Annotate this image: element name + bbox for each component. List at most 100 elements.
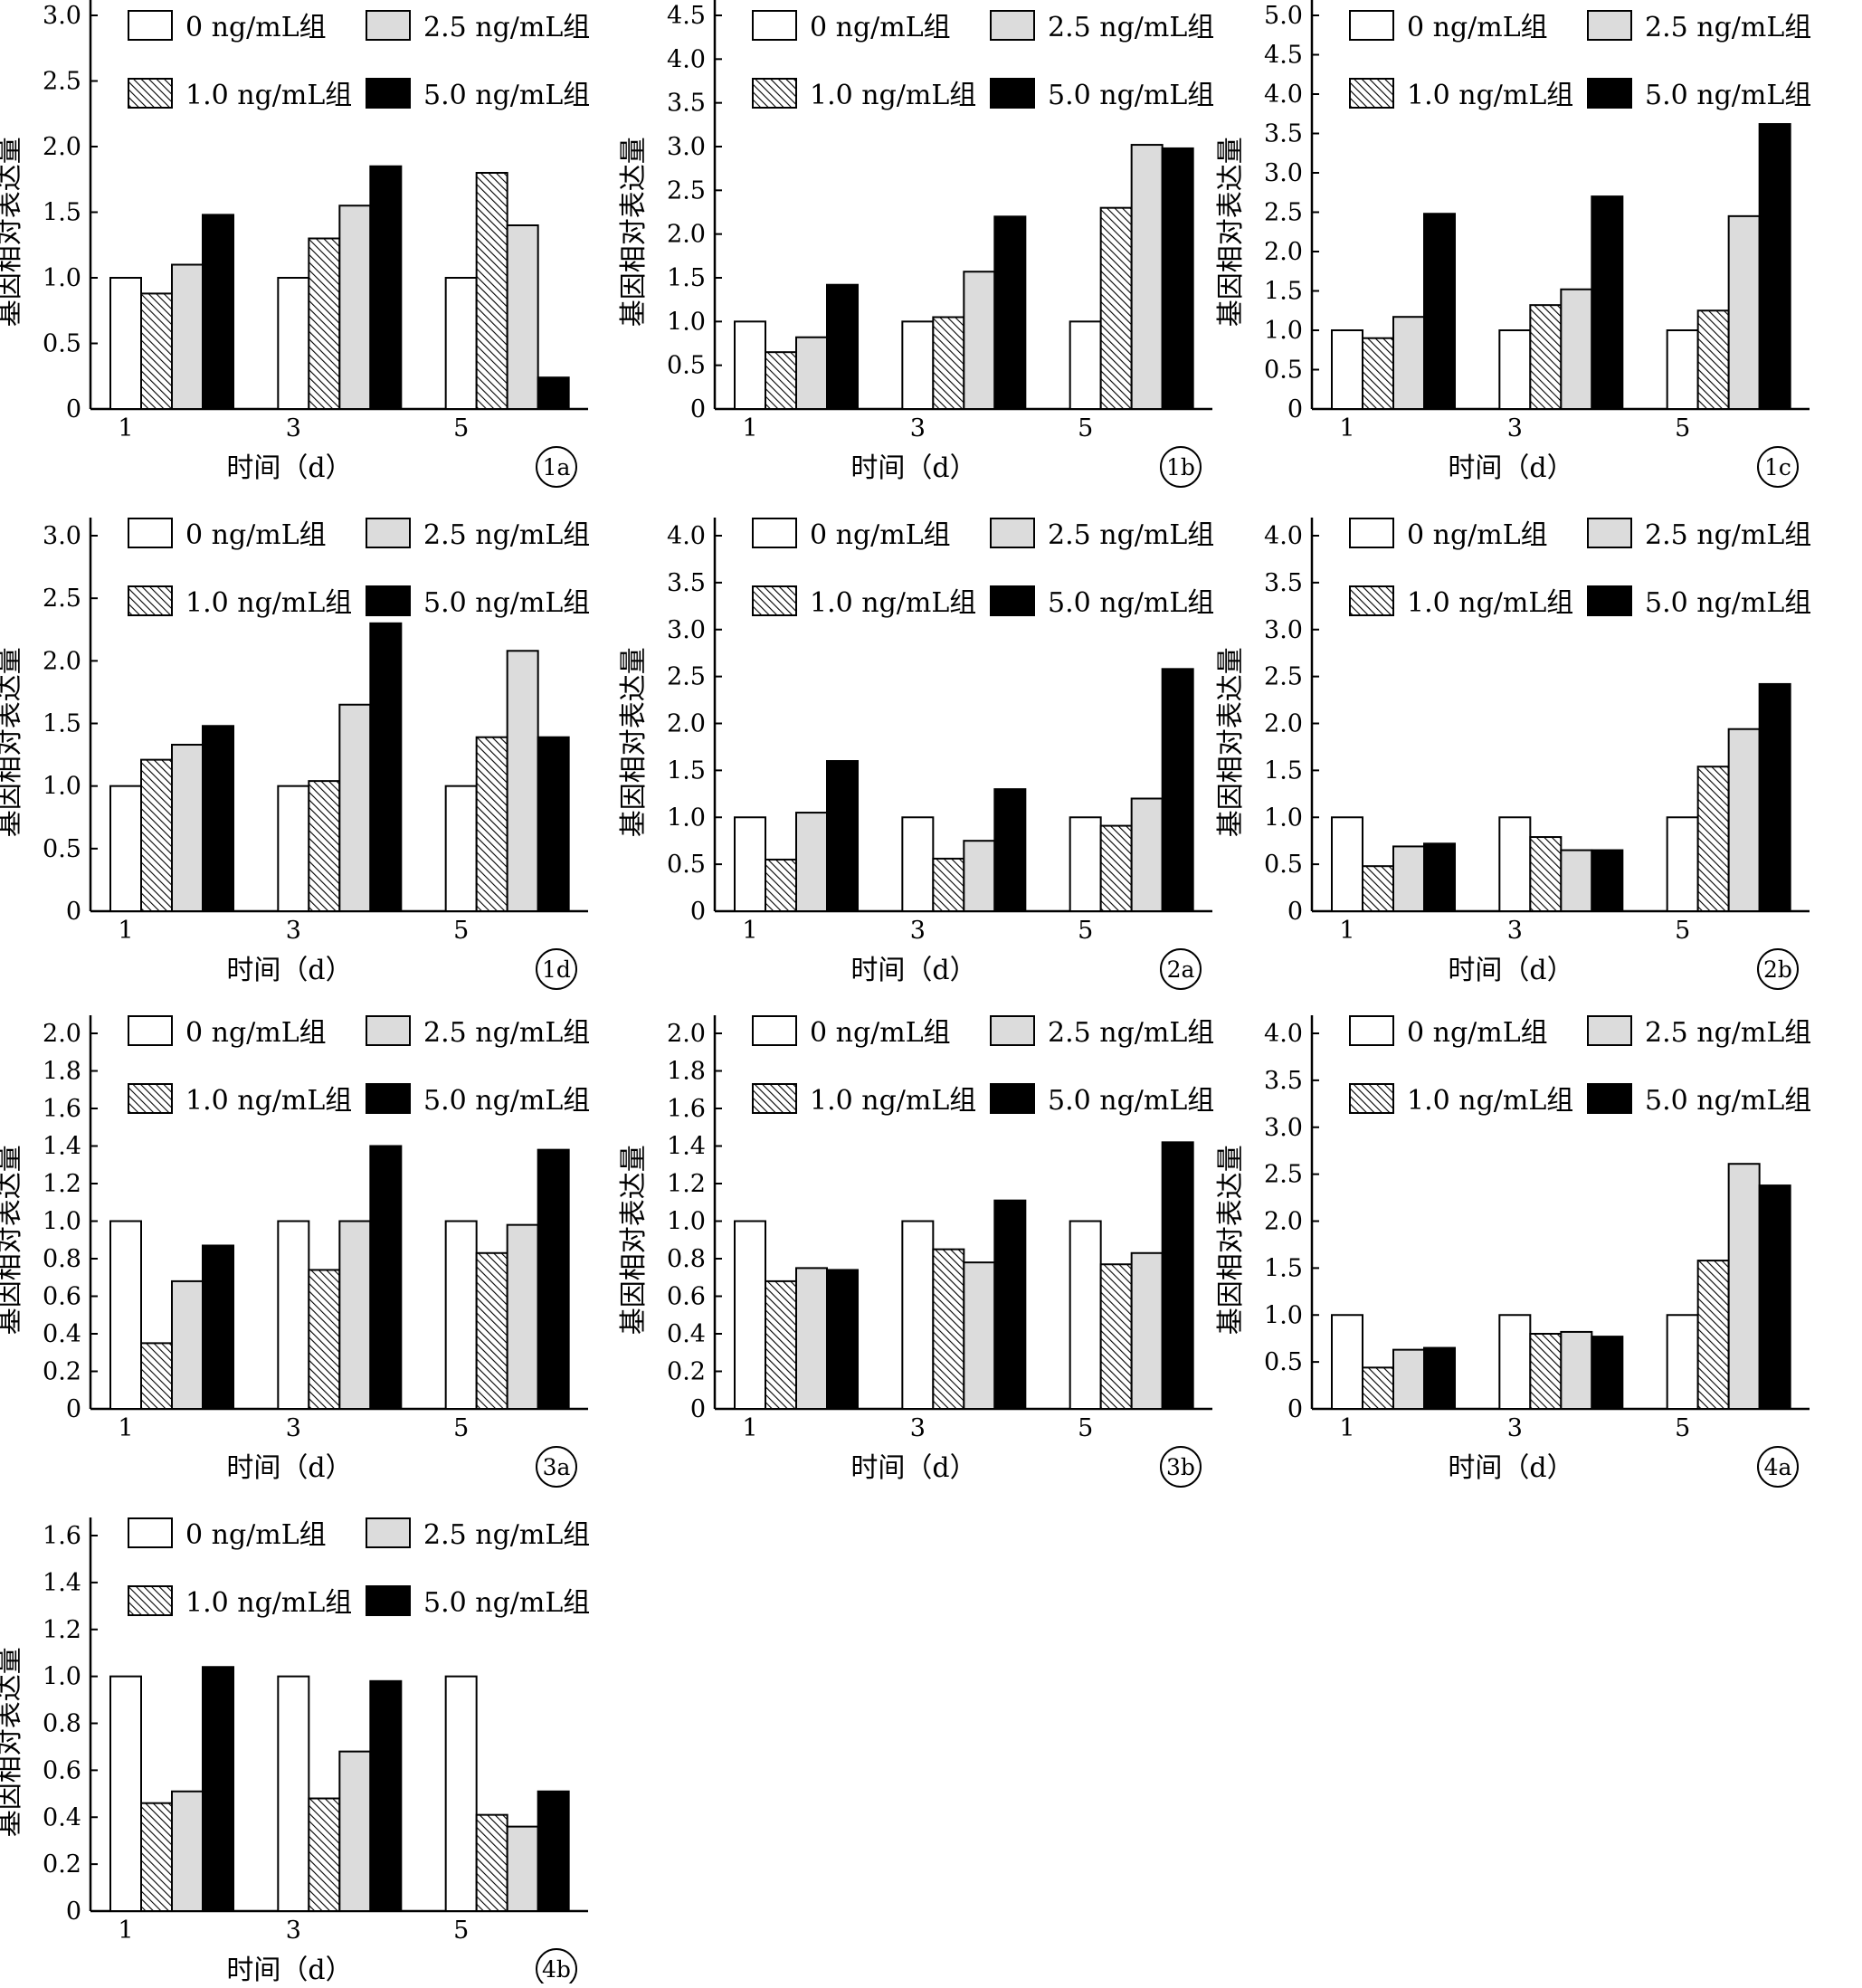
legend-swatch <box>1587 10 1632 41</box>
y-tick-label: 2.0 <box>1264 710 1303 738</box>
legend-label: 5.0 ng/mL组 <box>1645 587 1811 619</box>
legend-label: 0 ng/mL组 <box>1407 519 1548 551</box>
panel-tag-circle <box>1757 1446 1799 1488</box>
bar <box>826 1269 859 1410</box>
x-tick-label: 1 <box>118 1414 133 1442</box>
x-tick-label: 5 <box>1675 917 1690 945</box>
y-tick-label: 1.5 <box>667 264 706 292</box>
y-tick-label: 0.5 <box>1264 1348 1303 1376</box>
bar <box>1498 329 1532 410</box>
legend-label: 2.5 ng/mL组 <box>423 12 590 43</box>
bar <box>1560 1330 1593 1411</box>
legend-label: 0 ng/mL组 <box>810 1017 951 1049</box>
y-tick-label: 3.0 <box>1264 159 1303 187</box>
x-tick-label: 3 <box>286 1414 301 1442</box>
y-tick-label: 0.8 <box>43 1710 81 1738</box>
x-axis-label: 时间（d） <box>226 955 352 986</box>
bar <box>1423 842 1456 912</box>
bar <box>1331 1314 1363 1410</box>
legend-label: 0 ng/mL组 <box>810 519 951 551</box>
bar <box>1498 816 1532 912</box>
x-tick-label: 1 <box>118 917 133 945</box>
panel-tag-circle <box>1757 948 1799 990</box>
y-tick-label: 1.5 <box>1264 756 1303 785</box>
bar <box>1423 1346 1456 1410</box>
y-tick-label: 1.0 <box>1264 317 1303 345</box>
bar <box>506 1223 539 1411</box>
legend-label: 0 ng/mL组 <box>1407 1017 1548 1049</box>
y-tick-label: 3.5 <box>1264 120 1303 148</box>
y-tick-label: 0 <box>66 395 81 423</box>
bar <box>1130 1251 1164 1411</box>
bar <box>1423 213 1456 410</box>
y-tick-label: 2.0 <box>667 710 706 738</box>
y-tick-label: 0.2 <box>43 1358 81 1386</box>
y-tick-label: 4.5 <box>667 2 706 30</box>
bar <box>1591 849 1624 912</box>
y-tick-label: 2.0 <box>43 1020 81 1048</box>
legend-swatch <box>752 1083 797 1114</box>
bar <box>277 1220 310 1410</box>
y-axis-label: 基因相对表达量 <box>1215 647 1247 837</box>
x-tick-label: 5 <box>1078 1414 1093 1442</box>
bar <box>506 650 539 912</box>
y-tick-label: 4.5 <box>1264 42 1303 70</box>
x-axis-label: 时间（d） <box>1448 1452 1573 1484</box>
legend-label: 2.5 ng/mL组 <box>1645 519 1811 551</box>
legend-swatch <box>366 518 411 548</box>
x-tick-label: 3 <box>286 917 301 945</box>
y-axis-label: 基因相对表达量 <box>618 1145 650 1335</box>
x-tick-label: 3 <box>286 1917 301 1945</box>
y-tick-label: 0.2 <box>43 1850 81 1879</box>
y-tick-label: 4.0 <box>667 45 706 73</box>
bar <box>475 1251 508 1411</box>
y-tick-label: 2.5 <box>1264 199 1303 227</box>
bar <box>171 744 204 912</box>
bar <box>475 1813 508 1912</box>
bar <box>1529 836 1563 912</box>
legend-swatch <box>752 10 797 41</box>
x-tick-label: 1 <box>118 1917 133 1945</box>
x-tick-label: 5 <box>1675 414 1690 442</box>
bar <box>1331 816 1363 912</box>
legend-label: 0 ng/mL组 <box>185 12 327 43</box>
bar <box>963 271 996 410</box>
y-axis-label: 基因相对表达量 <box>618 137 650 327</box>
legend-label: 2.5 ng/mL组 <box>1048 1017 1214 1049</box>
legend-label: 1.0 ng/mL组 <box>185 1085 352 1117</box>
y-tick-label: 2.5 <box>1264 663 1303 691</box>
y-tick-label: 1.4 <box>43 1569 81 1597</box>
y-tick-label: 1.2 <box>43 1616 81 1644</box>
legend-label: 0 ng/mL组 <box>810 12 951 43</box>
bar <box>109 1220 142 1410</box>
legend-swatch <box>990 518 1035 548</box>
bar <box>932 857 965 913</box>
bar <box>109 1675 142 1912</box>
y-axis-label: 基因相对表达量 <box>1215 1145 1247 1335</box>
legend-swatch <box>128 78 173 109</box>
bar <box>171 263 204 410</box>
y-tick-label: 0.4 <box>43 1320 81 1348</box>
bar <box>202 214 234 410</box>
bar <box>1591 195 1624 410</box>
y-tick-label: 0.5 <box>43 330 81 358</box>
panel-tag: 4b <box>542 1956 571 1983</box>
bar <box>109 785 142 913</box>
y-tick-label: 1.5 <box>1264 278 1303 306</box>
bar <box>1666 329 1699 410</box>
y-tick-label: 3.0 <box>1264 1114 1303 1142</box>
legend-label: 1.0 ng/mL组 <box>185 80 352 111</box>
x-tick-label: 5 <box>1078 414 1093 442</box>
legend-label: 5.0 ng/mL组 <box>1048 587 1214 619</box>
legend-label: 0 ng/mL组 <box>185 1519 327 1551</box>
bar <box>277 785 310 913</box>
bar <box>1161 1141 1194 1410</box>
legend-swatch <box>1587 1015 1632 1046</box>
y-axis-label: 基因相对表达量 <box>618 647 650 837</box>
legend-swatch <box>366 10 411 41</box>
bar <box>765 351 797 410</box>
bar <box>537 376 570 411</box>
legend-label: 5.0 ng/mL组 <box>423 80 590 111</box>
y-tick-label: 3.0 <box>1264 616 1303 644</box>
bar <box>444 1675 478 1912</box>
